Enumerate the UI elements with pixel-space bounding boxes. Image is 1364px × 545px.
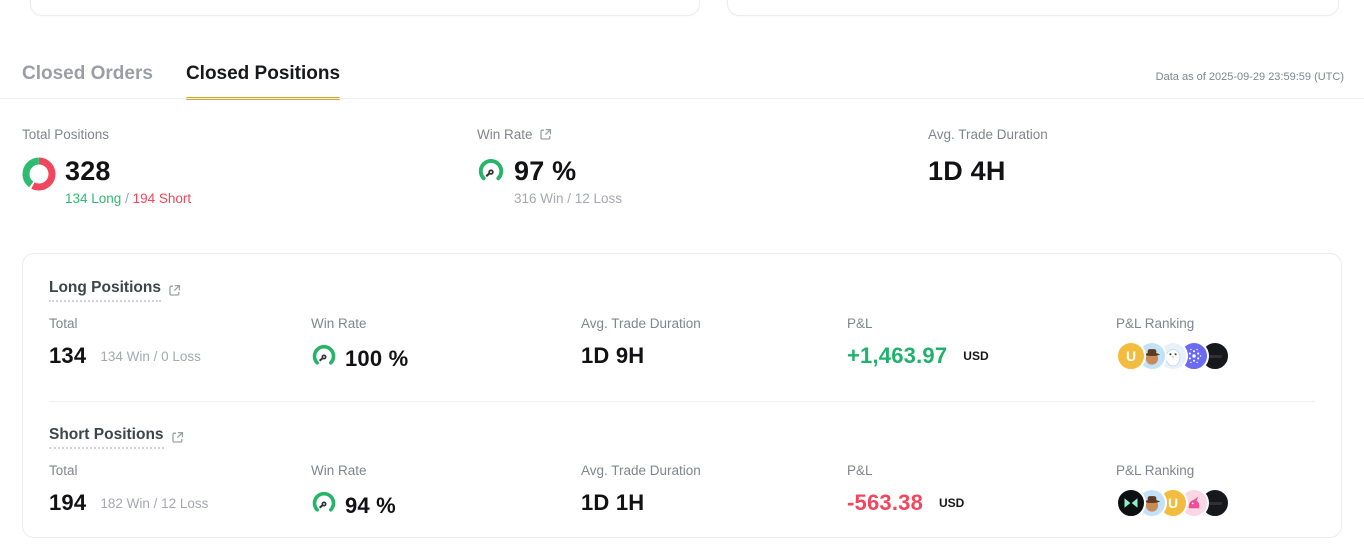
external-link-icon[interactable] bbox=[539, 128, 552, 141]
short-win-rate-label: Win Rate bbox=[311, 463, 367, 478]
short-ranking-coins: U bbox=[1116, 488, 1230, 518]
long-pnl-currency: USD bbox=[963, 349, 989, 363]
long-pnl-value: +1,463.97 bbox=[847, 343, 948, 368]
long-total-stat: Total 134 134 Win / 0 Loss bbox=[49, 316, 201, 369]
long-positions-title[interactable]: Long Positions bbox=[49, 279, 181, 302]
short-avg-duration-value: 1D 1H bbox=[581, 490, 645, 515]
long-total-label: Total bbox=[49, 316, 78, 331]
win-rate-gauge-icon bbox=[477, 157, 505, 190]
tab-closed-positions[interactable]: Closed Positions bbox=[185, 63, 341, 100]
short-total-value: 194 bbox=[49, 490, 87, 515]
tab-closed-orders[interactable]: Closed Orders bbox=[22, 63, 153, 84]
short-avg-duration-stat: Avg. Trade Duration 1D 1H bbox=[581, 463, 701, 516]
long-avg-duration-label: Avg. Trade Duration bbox=[581, 316, 701, 331]
long-avg-duration-value: 1D 9H bbox=[581, 343, 645, 368]
long-pnl-ranking: P&L Ranking U bbox=[1116, 316, 1230, 371]
long-ranking-coins: U bbox=[1116, 341, 1230, 371]
short-avg-duration-label: Avg. Trade Duration bbox=[581, 463, 701, 478]
tab-divider bbox=[0, 98, 1364, 99]
short-win-rate-stat: Win Rate 94 % bbox=[311, 463, 396, 521]
section-divider bbox=[49, 401, 1315, 402]
avg-trade-duration-stat: Avg. Trade Duration 1D 4H bbox=[928, 127, 1048, 185]
external-link-icon[interactable] bbox=[168, 284, 181, 297]
short-pnl-stat: P&L -563.38 USD bbox=[847, 463, 964, 516]
long-win-rate-label: Win Rate bbox=[311, 316, 367, 331]
win-rate-value: 97 % bbox=[514, 156, 577, 186]
long-short-breakdown: 134 Long / 194 Short bbox=[65, 191, 191, 206]
short-pnl-ranking-label: P&L Ranking bbox=[1116, 463, 1195, 478]
bowtie-coin-icon[interactable] bbox=[1116, 488, 1146, 518]
win-loss-detail: 316 Win / 12 Loss bbox=[514, 191, 623, 207]
long-total-value: 134 bbox=[49, 343, 87, 368]
long-win-rate-value: 100 % bbox=[345, 345, 409, 371]
total-positions-value: 328 bbox=[65, 156, 111, 186]
short-positions-title[interactable]: Short Positions bbox=[49, 426, 184, 449]
long-pnl-label: P&L bbox=[847, 316, 873, 331]
long-pnl-stat: P&L +1,463.97 USD bbox=[847, 316, 989, 369]
win-rate-gauge-icon bbox=[311, 490, 337, 521]
data-as-of-timestamp: Data as of 2025-09-29 23:59:59 (UTC) bbox=[1155, 71, 1344, 83]
total-positions-stat: Total Positions 328 134 Long / 194 Short bbox=[22, 127, 191, 206]
win-rate-gauge-icon bbox=[311, 343, 337, 374]
top-panel-left bbox=[30, 0, 700, 16]
short-win-loss-detail: 182 Win / 12 Loss bbox=[100, 495, 209, 511]
short-positions-title-text: Short Positions bbox=[49, 426, 164, 449]
long-pnl-ranking-label: P&L Ranking bbox=[1116, 316, 1195, 331]
external-link-icon[interactable] bbox=[171, 431, 184, 444]
tab-bar: Closed Orders Closed Positions bbox=[22, 63, 341, 100]
long-win-rate-stat: Win Rate 100 % bbox=[311, 316, 408, 374]
short-count-text: 194 Short bbox=[132, 191, 192, 207]
breakdown-separator: / bbox=[121, 191, 133, 207]
short-total-stat: Total 194 182 Win / 12 Loss bbox=[49, 463, 208, 516]
top-panel-right bbox=[727, 0, 1339, 16]
positions-donut-chart-icon bbox=[22, 157, 56, 196]
short-win-rate-value: 94 % bbox=[345, 492, 396, 518]
long-count-text: 134 Long bbox=[65, 191, 122, 207]
gold-u-coin-icon[interactable]: U bbox=[1116, 341, 1146, 371]
avg-trade-duration-label: Avg. Trade Duration bbox=[928, 127, 1048, 142]
long-positions-title-text: Long Positions bbox=[49, 279, 161, 302]
short-total-label: Total bbox=[49, 463, 78, 478]
short-pnl-ranking: P&L Ranking U bbox=[1116, 463, 1230, 518]
win-rate-label: Win Rate bbox=[477, 127, 533, 142]
total-positions-label: Total Positions bbox=[22, 127, 110, 142]
win-rate-stat: Win Rate 97 % 316 Win / 12 Loss bbox=[477, 127, 622, 206]
short-pnl-value: -563.38 bbox=[847, 490, 924, 515]
avg-trade-duration-value: 1D 4H bbox=[928, 156, 1006, 186]
positions-detail-card: Long Positions Total 134 134 Win / 0 Los… bbox=[22, 253, 1342, 538]
short-pnl-label: P&L bbox=[847, 463, 873, 478]
long-avg-duration-stat: Avg. Trade Duration 1D 9H bbox=[581, 316, 701, 369]
short-pnl-currency: USD bbox=[939, 496, 965, 510]
long-win-loss-detail: 134 Win / 0 Loss bbox=[100, 348, 201, 364]
